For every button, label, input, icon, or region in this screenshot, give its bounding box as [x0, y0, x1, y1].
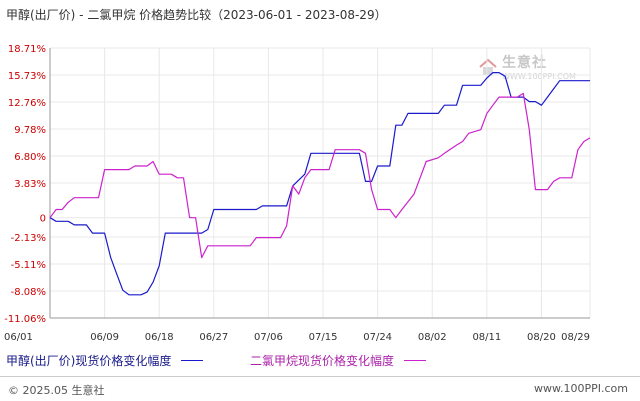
x-tick-label: 06/27 [199, 332, 228, 343]
x-tick-labels: 06/01 06/09 06/18 06/27 07/06 07/15 07/24 08/02… [4, 332, 590, 343]
x-tick-label: 07/06 [254, 332, 283, 343]
x-tick-label: 08/29 [561, 332, 590, 343]
y-tick-label: -2.13% [11, 233, 46, 244]
y-tick-label: 3.83% [14, 179, 46, 190]
footer: © 2025.05 生意社 www.100PPI.com [0, 376, 640, 401]
x-tick-label: 06/01 [4, 332, 33, 343]
legend-item-series2: 二氯甲烷现货价格变化幅度 [250, 352, 427, 369]
legend-swatch-series1 [181, 360, 204, 361]
y-tick-labels: 18.71% 15.73% 12.76% 9.78% 6.80% 3.83% 0 -2.13%… [4, 44, 46, 325]
series-line-2 [49, 92, 591, 259]
axes [49, 48, 590, 319]
y-tick-label: -8.08% [11, 287, 46, 298]
series-lines [49, 71, 591, 296]
y-tick-label: 9.78% [14, 125, 46, 136]
copyright-text: © 2025.05 生意社 [8, 384, 105, 397]
y-tick-label: 0 [40, 214, 46, 225]
x-tick-label: 08/20 [527, 332, 556, 343]
house-logo-icon [479, 58, 497, 75]
chart-title: 甲醇(出厂价) - 二氯甲烷 价格趋势比较（2023-06-01 - 2023-… [6, 8, 387, 22]
legend-label-series2: 二氯甲烷现货价格变化幅度 [250, 354, 395, 368]
x-tick-label: 08/11 [472, 332, 501, 343]
y-tick-label: 18.71% [8, 44, 46, 55]
grid-lines [49, 47, 591, 319]
legend-swatch-series2 [404, 360, 427, 361]
y-tick-label: 6.80% [14, 152, 46, 163]
y-tick-label: 12.76% [8, 98, 46, 109]
y-tick-label: -5.11% [11, 260, 46, 271]
site-link[interactable]: www.100PPI.com [534, 382, 628, 395]
y-tick-label: -11.06% [4, 314, 46, 325]
watermark-brand-cn: 生意社 [502, 55, 547, 71]
legend-item-series1: 甲醇(出厂价)现货价格变化幅度 [6, 352, 204, 369]
x-tick-label: 06/18 [145, 332, 174, 343]
x-tick-label: 07/24 [363, 332, 392, 343]
x-tick-label: 07/15 [309, 332, 338, 343]
x-tick-label: 08/02 [418, 332, 447, 343]
watermark-brand-en: WWW.100PPI.COM [502, 72, 576, 81]
series-line-1 [49, 71, 590, 296]
legend-label-series1: 甲醇(出厂价)现货价格变化幅度 [6, 354, 172, 368]
y-tick-label: 15.73% [8, 71, 46, 82]
watermark-logo: 生意社 WWW.100PPI.COM [478, 52, 576, 81]
x-tick-label: 06/09 [90, 332, 119, 343]
